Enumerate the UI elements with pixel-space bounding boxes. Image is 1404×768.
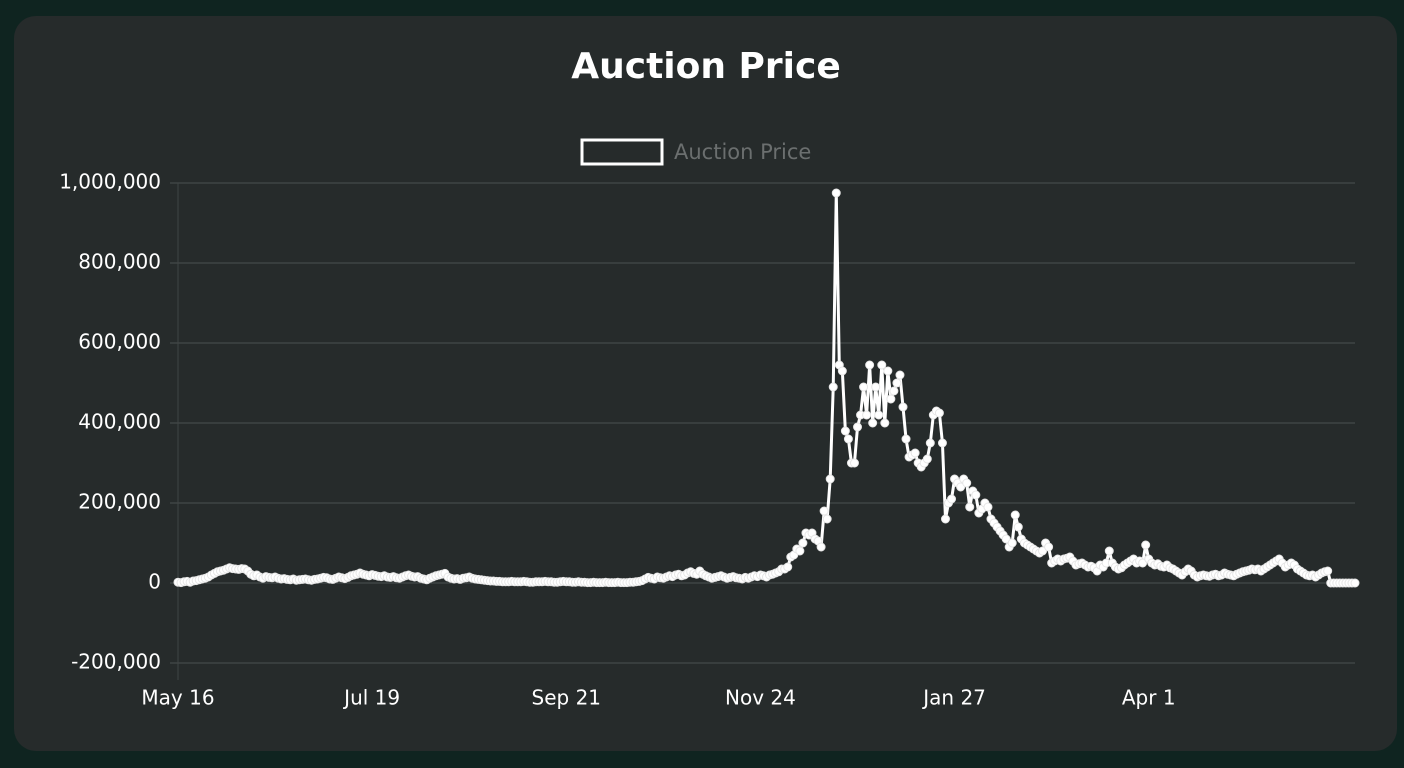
y-tick-label: 400,000 — [78, 410, 161, 434]
data-point — [795, 546, 805, 556]
data-point — [1038, 546, 1048, 556]
data-point — [880, 418, 890, 428]
y-tick-label: -200,000 — [71, 650, 161, 674]
chart-title: Auction Price — [571, 46, 841, 87]
y-tick-label: 0 — [148, 570, 161, 594]
data-point — [822, 514, 832, 524]
data-point — [874, 410, 884, 420]
data-point — [840, 426, 850, 436]
y-tick-label: 200,000 — [78, 490, 161, 514]
data-point — [1138, 558, 1148, 568]
data-point — [1013, 522, 1023, 532]
x-tick-label: May 16 — [141, 686, 214, 710]
data-point — [865, 360, 875, 370]
x-tick-label: Sep 21 — [532, 686, 602, 710]
x-tick-label: Jul 19 — [342, 686, 400, 710]
data-point — [1044, 542, 1054, 552]
data-point — [1323, 566, 1333, 576]
x-tick-label: Apr 1 — [1122, 686, 1176, 710]
data-point — [1104, 546, 1114, 556]
y-tick-label: 600,000 — [78, 330, 161, 354]
data-point — [956, 482, 966, 492]
data-point — [843, 434, 853, 444]
card — [14, 16, 1397, 751]
data-point — [853, 422, 863, 432]
data-point — [965, 502, 975, 512]
y-tick-label: 1,000,000 — [59, 170, 161, 194]
data-point — [901, 434, 911, 444]
data-point — [868, 418, 878, 428]
data-point — [798, 538, 808, 548]
data-point — [947, 494, 957, 504]
y-tick-label: 800,000 — [78, 250, 161, 274]
data-point — [877, 360, 887, 370]
legend-swatch[interactable] — [580, 138, 664, 166]
data-point — [889, 386, 899, 396]
data-point — [925, 438, 935, 448]
data-point — [962, 478, 972, 488]
data-point — [862, 410, 872, 420]
data-point — [886, 394, 896, 404]
data-point — [1350, 578, 1360, 588]
data-point — [983, 502, 993, 512]
data-point — [831, 188, 841, 198]
data-point — [825, 474, 835, 484]
data-point — [892, 378, 902, 388]
data-point — [940, 514, 950, 524]
data-point — [1001, 534, 1011, 544]
data-point — [783, 562, 793, 572]
data-point — [922, 454, 932, 464]
data-point — [871, 382, 881, 392]
data-point — [849, 458, 859, 468]
x-tick-label: Nov 24 — [725, 686, 796, 710]
data-point — [819, 506, 829, 516]
data-point — [971, 490, 981, 500]
data-point — [1010, 510, 1020, 520]
data-point — [937, 438, 947, 448]
data-point — [828, 382, 838, 392]
data-point — [859, 382, 869, 392]
data-point — [1007, 538, 1017, 548]
data-point — [883, 366, 893, 376]
data-point — [1141, 540, 1151, 550]
legend-label[interactable]: Auction Price — [674, 140, 811, 164]
data-point — [910, 448, 920, 458]
x-tick-label: Jan 27 — [921, 686, 986, 710]
data-point — [816, 542, 826, 552]
data-point — [934, 408, 944, 418]
data-point — [898, 402, 908, 412]
data-point — [895, 370, 905, 380]
data-point — [837, 366, 847, 376]
